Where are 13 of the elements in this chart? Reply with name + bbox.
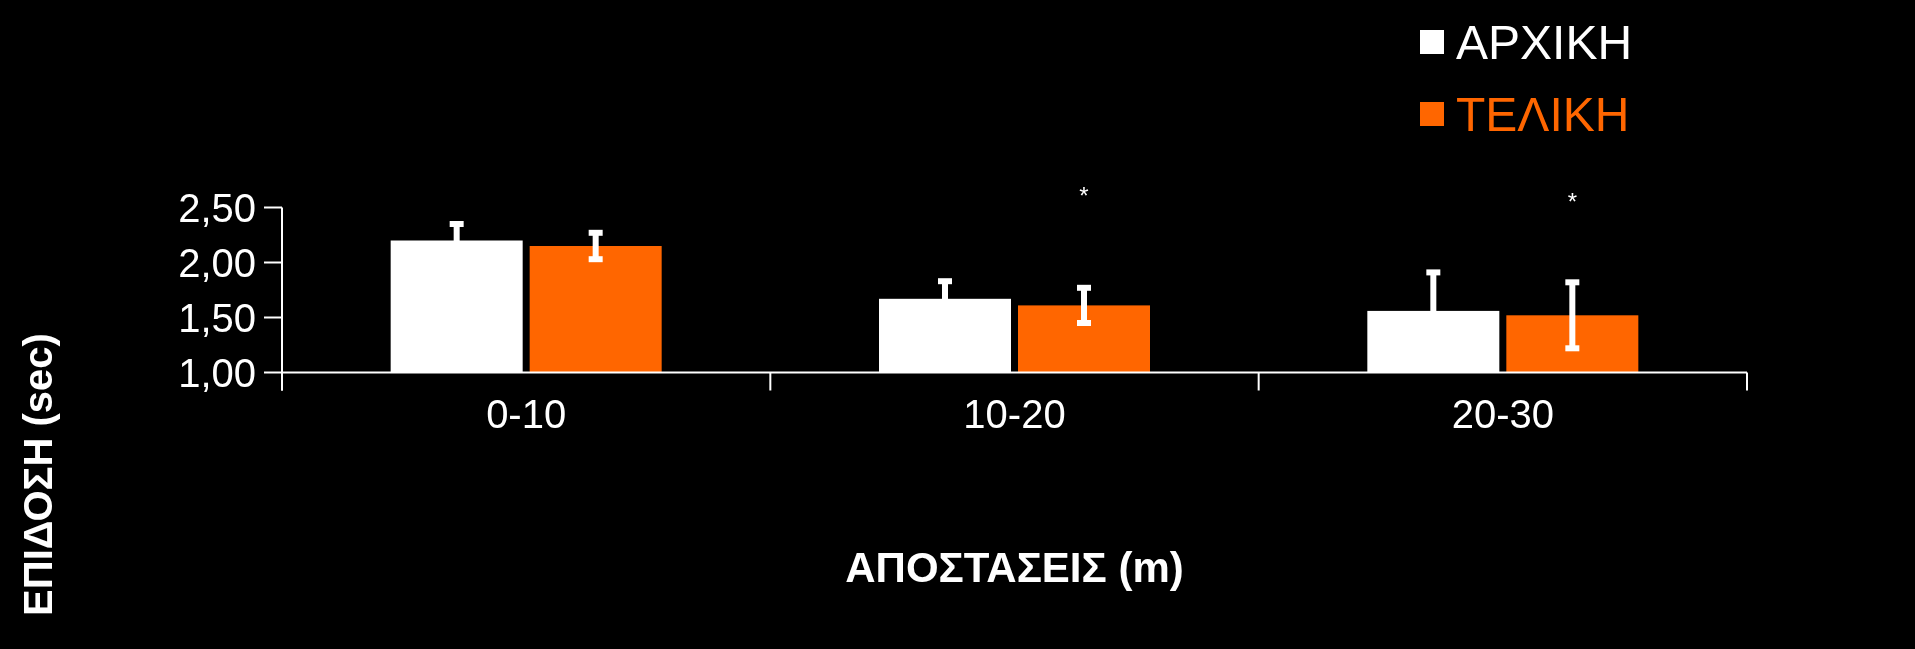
annotation: * xyxy=(1079,181,1089,209)
y-tick-label: 2,00 xyxy=(178,240,256,285)
y-axis-title: ΕΠΙΔΟΣΗ (sec) xyxy=(16,333,60,616)
y-tick-label: 1,00 xyxy=(178,350,256,395)
x-tick-label: 10-20 xyxy=(963,392,1066,436)
annotation: * xyxy=(1567,187,1578,215)
x-tick-label: 20-30 xyxy=(1451,392,1554,436)
legend-label: ΤΕΛΙΚΗ xyxy=(1456,87,1630,141)
x-axis-title: ΑΠΟΣΤΑΣΕΙΣ (m) xyxy=(845,544,1184,591)
y-tick-label: 1,50 xyxy=(178,295,256,340)
x-tick-label: 0-10 xyxy=(486,392,567,436)
y-tick-label: 2,50 xyxy=(178,185,256,230)
legend-label: ΑΡΧΙΚΗ xyxy=(1456,15,1633,69)
